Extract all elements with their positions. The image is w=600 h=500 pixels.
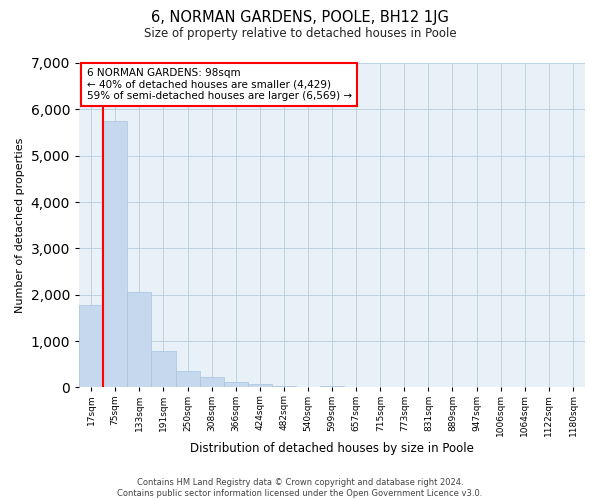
Bar bbox=[176, 371, 200, 388]
Text: Size of property relative to detached houses in Poole: Size of property relative to detached ho… bbox=[143, 28, 457, 40]
Bar bbox=[103, 122, 127, 388]
Bar bbox=[151, 351, 176, 388]
Y-axis label: Number of detached properties: Number of detached properties bbox=[15, 138, 25, 313]
Bar bbox=[127, 292, 151, 388]
Bar bbox=[248, 384, 272, 388]
Bar bbox=[272, 386, 296, 388]
Text: 6 NORMAN GARDENS: 98sqm
← 40% of detached houses are smaller (4,429)
59% of semi: 6 NORMAN GARDENS: 98sqm ← 40% of detache… bbox=[86, 68, 352, 101]
X-axis label: Distribution of detached houses by size in Poole: Distribution of detached houses by size … bbox=[190, 442, 474, 455]
Bar bbox=[79, 306, 103, 388]
Bar bbox=[224, 382, 248, 388]
Text: Contains HM Land Registry data © Crown copyright and database right 2024.
Contai: Contains HM Land Registry data © Crown c… bbox=[118, 478, 482, 498]
Text: 6, NORMAN GARDENS, POOLE, BH12 1JG: 6, NORMAN GARDENS, POOLE, BH12 1JG bbox=[151, 10, 449, 25]
Bar bbox=[200, 376, 224, 388]
Bar bbox=[320, 386, 344, 388]
